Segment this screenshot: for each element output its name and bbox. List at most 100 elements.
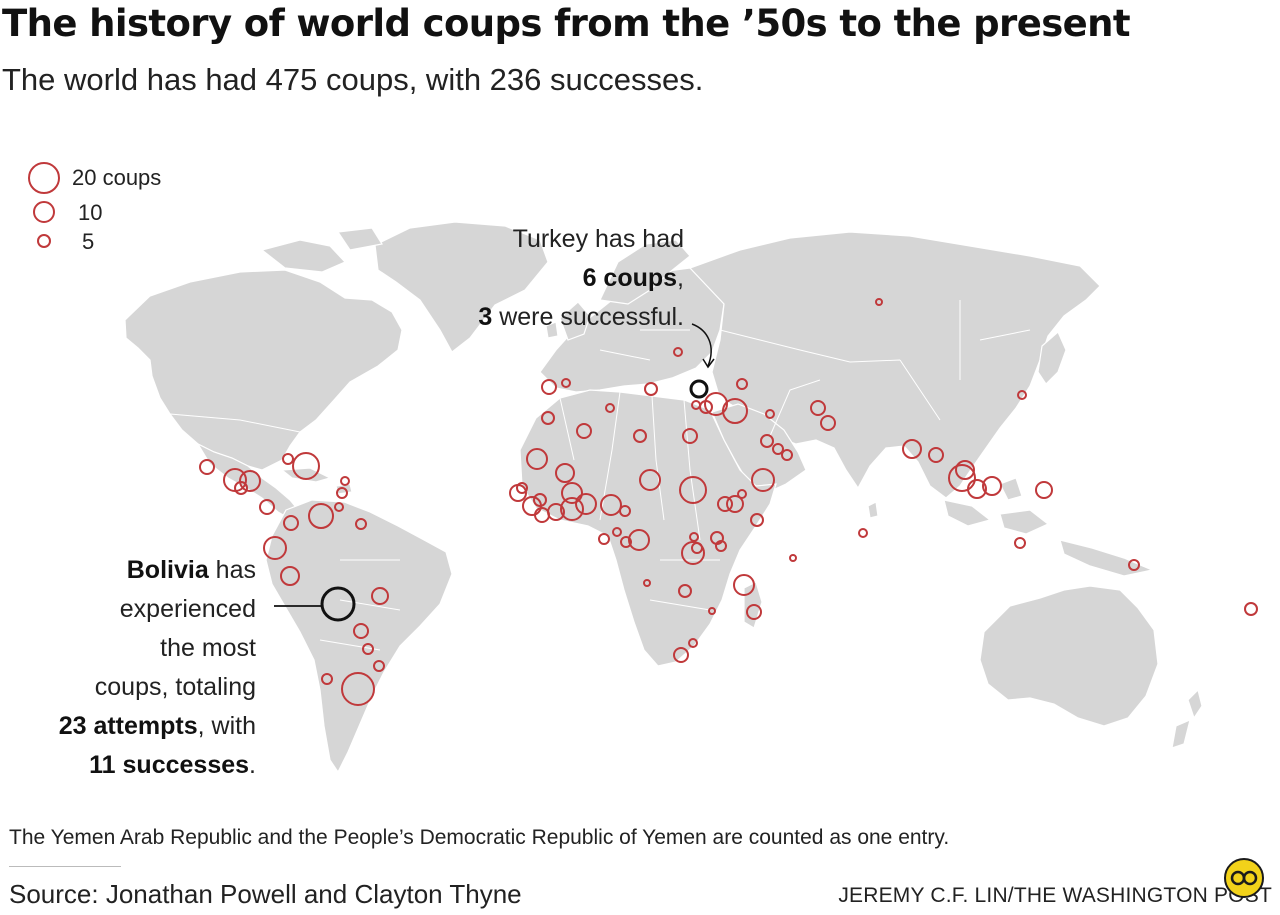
legend-circle-10 [33, 201, 55, 223]
coup-circle [561, 482, 583, 504]
coup-circle [708, 607, 716, 615]
coup-circle [341, 672, 375, 706]
coup-circle [967, 479, 987, 499]
turkey-coup-count: 6 coups [582, 264, 678, 292]
map-title: The history of world coups from the ’50s… [2, 2, 1131, 45]
arctic-islands-shape [260, 227, 383, 273]
coup-circle [688, 638, 698, 648]
coup-circle [772, 443, 784, 455]
coup-circle [620, 536, 632, 548]
coup-circle [858, 528, 868, 538]
legend-label-20: 20 coups [72, 165, 162, 190]
bolivia-annotation-line3: the most [160, 634, 256, 662]
coup-circle [516, 482, 528, 494]
coup-circle [733, 574, 755, 596]
coup-circle [673, 647, 689, 663]
coup-circle [644, 382, 658, 396]
british-isles-shape [545, 301, 591, 341]
coup-circle [234, 481, 248, 495]
south-america-shape [265, 499, 453, 774]
coup-circle [612, 527, 622, 537]
map-subtitle: The world has had 475 coups, with 236 su… [2, 62, 704, 97]
coup-circle [283, 515, 299, 531]
watermark-glyph [1230, 870, 1258, 886]
japan-shape [1037, 331, 1067, 385]
world-landmass [124, 221, 1203, 774]
legend-label-5: 5 [82, 229, 95, 254]
coup-circle [639, 469, 661, 491]
coup-circle [982, 476, 1002, 496]
coup-circle [199, 459, 215, 475]
bolivia-annotation: Bolivia has experienced the most coups, … [59, 551, 256, 785]
coup-circle [239, 470, 261, 492]
coup-circle [619, 505, 631, 517]
coup-circle [689, 532, 699, 542]
coup-circle [321, 673, 333, 685]
greenland-shape [374, 221, 549, 353]
coup-circles [199, 298, 1258, 706]
bolivia-annotation-line5: 23 attempts, with [59, 707, 256, 746]
coup-circle [560, 497, 584, 521]
coup-circle [746, 604, 762, 620]
coup-circle [781, 449, 793, 461]
turkey-success-count: 3 [478, 303, 493, 331]
source-line: Source: Jonathan Powell and Clayton Thyn… [9, 879, 522, 909]
coup-circle [760, 434, 774, 448]
coup-circle [928, 447, 944, 463]
legend-circle-20 [28, 162, 60, 194]
coup-circle [334, 502, 344, 512]
turkey-highlight-circle [689, 379, 709, 399]
coup-circle [575, 493, 597, 515]
bolivia-annotation-line2: experienced [119, 595, 256, 623]
coup-circle [750, 513, 764, 527]
coup-circle [353, 623, 369, 639]
border-lines [169, 300, 1031, 651]
coup-circle [678, 584, 692, 598]
coup-circle [1128, 559, 1140, 571]
coup-circle [737, 489, 747, 499]
coup-circle [820, 415, 836, 431]
coup-circle [308, 503, 334, 529]
turkey-line3-rest: were successful. [492, 303, 684, 331]
coup-circle [576, 423, 592, 439]
turkey-annotation-line2: 6 coups, [478, 259, 684, 298]
coup-circle [373, 660, 385, 672]
coup-circle [259, 499, 275, 515]
coup-circle [547, 503, 565, 521]
coup-circle [533, 493, 547, 507]
bolivia-attempts: 23 attempts [58, 712, 198, 740]
turkey-leader-arrow [691, 323, 712, 367]
coup-circle [717, 496, 733, 512]
north-america-shape [124, 269, 403, 471]
coup-circle [598, 533, 610, 545]
bolivia-successes: 11 successes [89, 751, 250, 779]
coup-circle [1017, 390, 1027, 400]
turkey-annotation-line3: 3 were successful. [478, 298, 684, 337]
coup-circle [722, 398, 748, 424]
coup-circle [355, 518, 367, 530]
bolivia-highlight-circle [320, 586, 356, 622]
southeast-asia-islands-shape [943, 477, 1154, 577]
coup-circle [371, 587, 389, 605]
turkey-line2-rest: , [677, 264, 684, 292]
coup-circle [292, 452, 320, 480]
coup-circle [715, 540, 727, 552]
coup-circle [336, 487, 348, 499]
scandinavia-shape [599, 239, 691, 305]
coup-circle [681, 541, 705, 565]
coup-circle [751, 468, 775, 492]
legend-label-10: 10 [78, 200, 103, 225]
coup-circle [633, 429, 647, 443]
coup-circle [1244, 602, 1258, 616]
new-zealand-shape [1171, 688, 1203, 749]
coup-circle [541, 411, 555, 425]
bolivia-name: Bolivia [126, 556, 209, 584]
credit-line: JEREMY C.F. LIN/THE WASHINGTON POST [838, 884, 1272, 907]
coup-circle [340, 476, 350, 486]
coup-circle [561, 378, 571, 388]
coup-circle [948, 464, 976, 492]
coup-circle [541, 379, 557, 395]
coup-circle [679, 476, 707, 504]
coup-circle [726, 495, 744, 513]
turkey-arrow-head [702, 358, 715, 369]
